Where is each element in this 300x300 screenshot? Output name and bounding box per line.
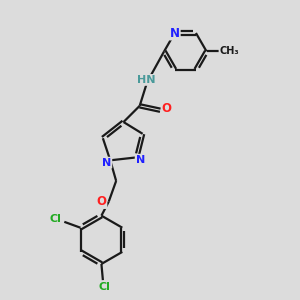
Text: Cl: Cl bbox=[98, 282, 110, 292]
Text: O: O bbox=[96, 195, 106, 208]
Text: CH₃: CH₃ bbox=[219, 46, 239, 56]
Text: O: O bbox=[162, 102, 172, 115]
Text: Cl: Cl bbox=[50, 214, 61, 224]
Text: N: N bbox=[102, 158, 111, 168]
Text: N: N bbox=[170, 26, 180, 40]
Text: HN: HN bbox=[137, 75, 156, 85]
Text: N: N bbox=[136, 155, 145, 165]
